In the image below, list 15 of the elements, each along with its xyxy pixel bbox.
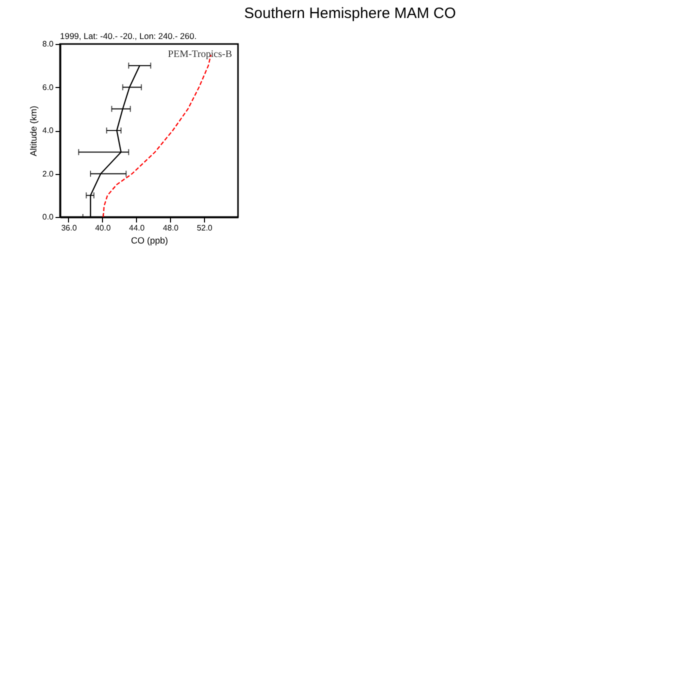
y-tick-label: 6.0 bbox=[42, 82, 54, 92]
y-tick-label: 8.0 bbox=[42, 40, 54, 48]
text: Southern Hemisphere MAM CO bbox=[244, 5, 456, 22]
x-tick-label: 40.0 bbox=[95, 224, 112, 232]
y-tick-label: 0.0 bbox=[42, 212, 54, 222]
x-tick-label: 44.0 bbox=[128, 224, 146, 232]
y-axis-title: Altitude (km) bbox=[28, 106, 38, 156]
y-tick-label: 4.0 bbox=[42, 126, 54, 135]
x-tick-label: 36.0 bbox=[61, 224, 78, 232]
chart-subtitle: 1999, Lat: -40.- -20., Lon: 240.- 260. bbox=[60, 31, 197, 41]
x-tick-label: 52.0 bbox=[196, 224, 213, 232]
y-tick-label: 2.0 bbox=[42, 169, 54, 178]
x-axis-title: CO (ppb) bbox=[130, 236, 168, 246]
annotation: PEM-Tropics-B bbox=[168, 49, 232, 60]
x-tick-label: 48.0 bbox=[162, 224, 180, 232]
